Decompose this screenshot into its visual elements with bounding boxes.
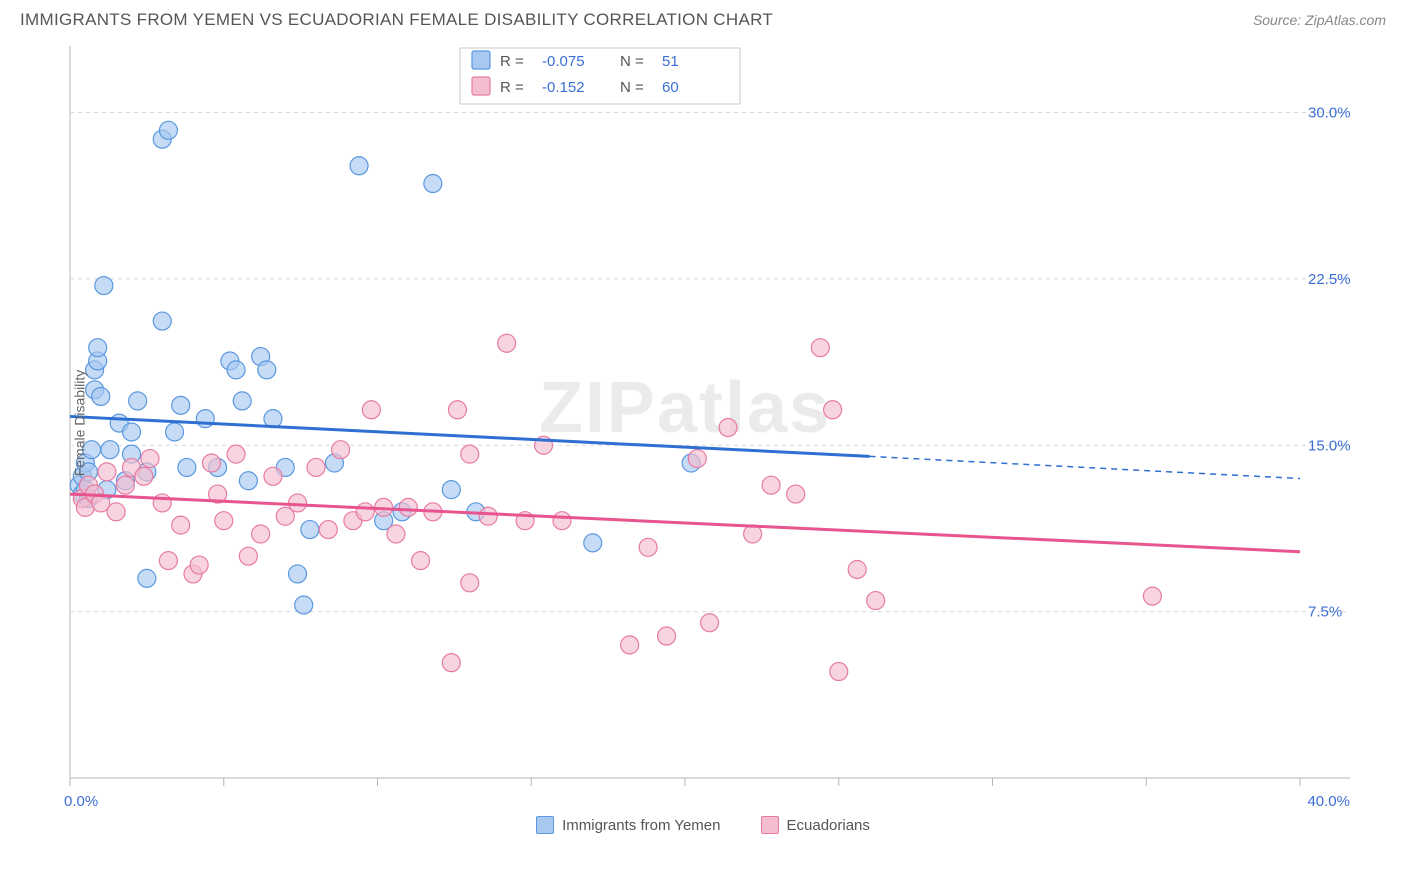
svg-text:22.5%: 22.5%	[1308, 271, 1351, 288]
svg-text:0.0%: 0.0%	[64, 793, 98, 808]
svg-text:ZIPatlas: ZIPatlas	[539, 368, 831, 448]
svg-text:60: 60	[662, 79, 679, 96]
svg-text:-0.075: -0.075	[542, 53, 585, 70]
legend-swatch-yemen	[536, 816, 554, 834]
legend-item-ecuadorians: Ecuadorians	[761, 816, 870, 834]
chart-area: Female Disability 7.5% 15.0% 22.5% 30.0% 0.0…	[20, 38, 1386, 808]
source-label: Source: ZipAtlas.com	[1253, 12, 1386, 28]
legend-label-yemen: Immigrants from Yemen	[562, 817, 720, 834]
chart-title: IMMIGRANTS FROM YEMEN VS ECUADORIAN FEMA…	[20, 10, 773, 30]
legend-bottom: Immigrants from Yemen Ecuadorians	[0, 816, 1406, 834]
svg-text:R =: R =	[500, 53, 524, 70]
svg-text:-0.152: -0.152	[542, 79, 585, 96]
svg-text:15.0%: 15.0%	[1308, 437, 1351, 454]
legend-item-yemen: Immigrants from Yemen	[536, 816, 720, 834]
y-axis-label: Female Disability	[71, 370, 87, 477]
svg-text:N =: N =	[620, 53, 644, 70]
svg-text:7.5%: 7.5%	[1308, 604, 1342, 621]
svg-text:51: 51	[662, 53, 679, 70]
svg-text:40.0%: 40.0%	[1307, 793, 1350, 808]
chart-header: IMMIGRANTS FROM YEMEN VS ECUADORIAN FEMA…	[0, 0, 1406, 38]
legend-swatch-ecuadorians	[761, 816, 779, 834]
svg-text:N =: N =	[620, 79, 644, 96]
legend-label-ecuadorians: Ecuadorians	[787, 817, 870, 834]
scatter-chart: 7.5% 15.0% 22.5% 30.0% 0.0% 40.0% ZIPatlas R = -…	[20, 38, 1386, 808]
svg-text:R =: R =	[500, 79, 524, 96]
svg-text:30.0%: 30.0%	[1308, 105, 1351, 122]
